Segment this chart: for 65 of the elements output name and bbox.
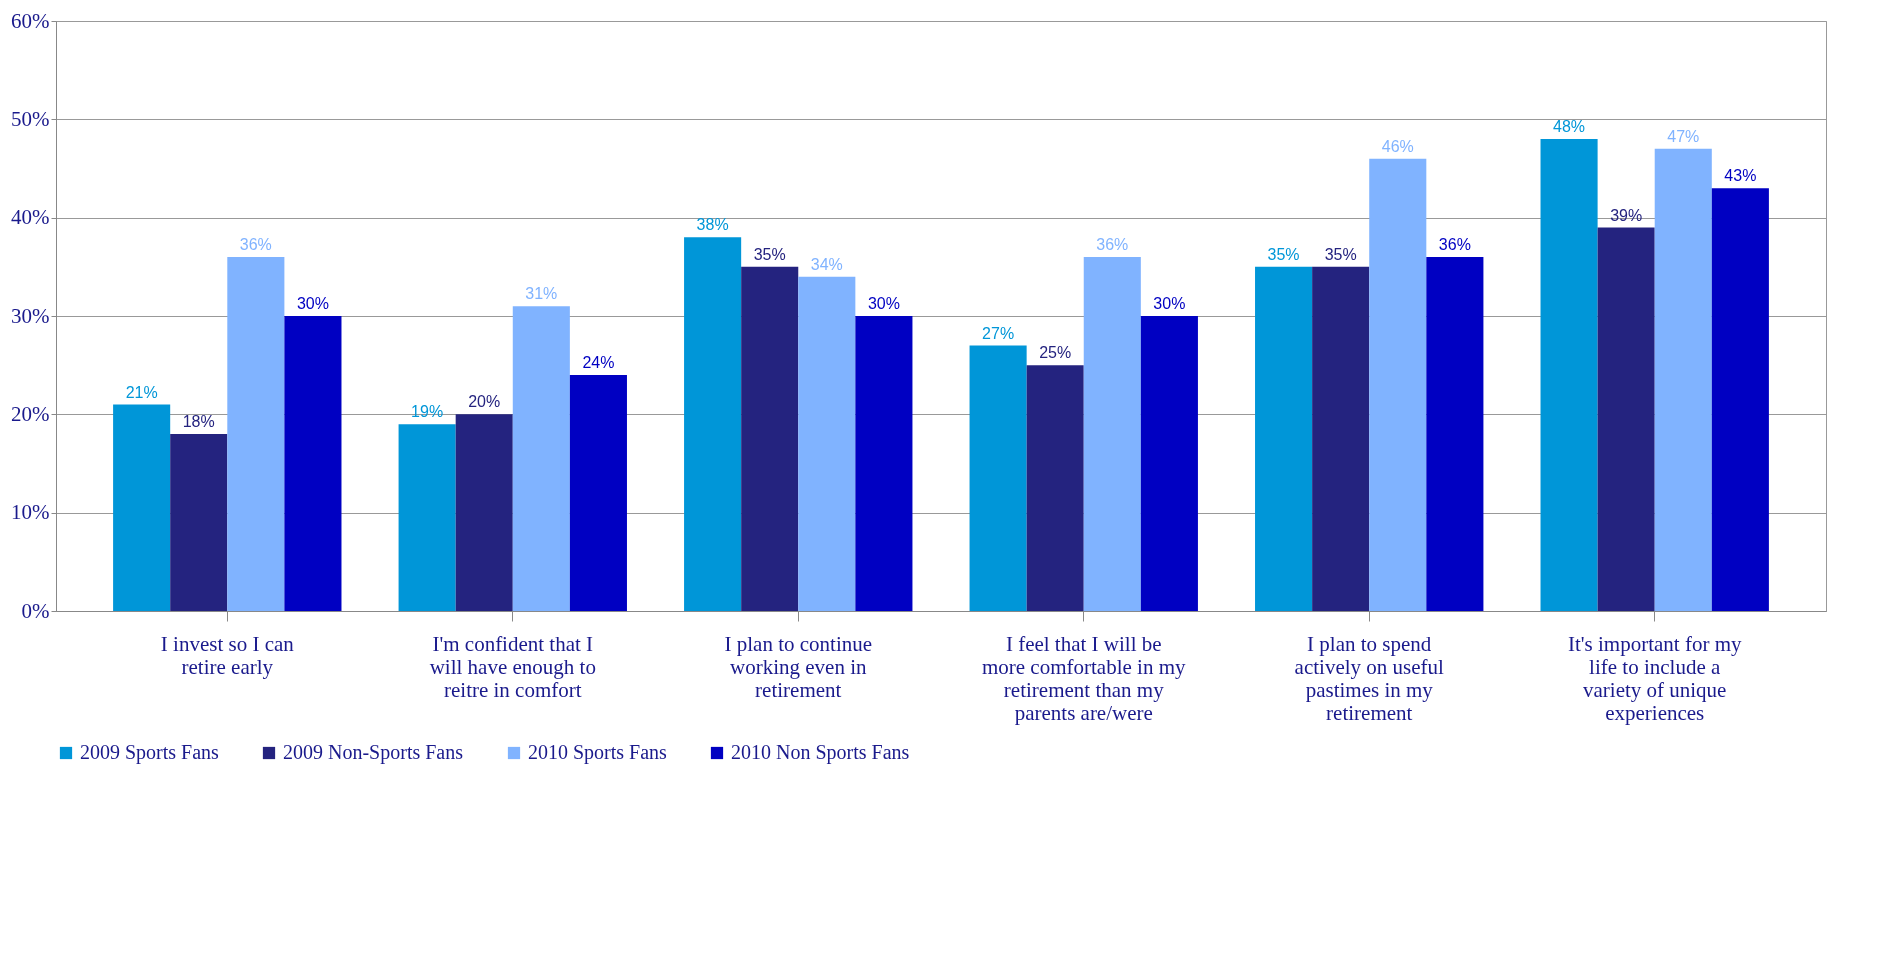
bar [1711,188,1769,611]
x-tick-label: I invest so I can retire early [160,631,295,679]
data-label: 27% [982,324,1015,342]
bar [398,424,456,611]
data-label: 36% [239,236,272,253]
legend-label: 2010 Sports Fans [528,741,668,764]
data-label: 46% [1381,137,1414,155]
x-tick-label: I'm confident that I will have enough to reitre in comfort [429,631,596,702]
data-label: 35% [1267,245,1300,263]
y-tick-label: 40% [11,205,50,230]
x-tick-label: I plan to continue working even in retirement [724,631,873,702]
bar [1597,227,1655,611]
x-tick-label: I plan to spend actively on useful pastimes in my retirement [1294,631,1445,725]
bar [1369,158,1427,611]
bar [741,266,799,611]
legend-label: 2010 Non Sports Fans [731,741,910,764]
data-label: 24% [582,354,615,371]
y-tick-label: 30% [11,303,50,328]
x-tick-label: I feel that I will be more comfortable in my retirement than my parents are/were [981,631,1186,725]
data-label: 39% [1610,206,1643,224]
bar [455,414,513,611]
legend-label: 2009 Sports Fans [80,741,220,764]
data-label: 36% [1096,236,1129,253]
data-label: 25% [1039,344,1072,362]
bar [569,375,627,611]
bar [1026,365,1084,611]
bar [284,316,342,611]
bar [1654,148,1712,611]
x-tick-label: It's important for my life to include a variety of unique experiences [1567,631,1742,725]
legend-label: 2009 Non-Sports Fans [283,741,464,764]
bar [798,276,856,611]
bar [1083,257,1141,611]
data-label: 18% [182,413,215,430]
data-label: 34% [810,255,843,273]
bar [227,257,285,611]
data-label: 35% [753,245,786,263]
bar [855,316,913,611]
data-label: 35% [1324,245,1357,263]
data-label: 47% [1667,127,1700,145]
bar [170,434,228,611]
y-tick-label: 20% [11,401,50,426]
y-tick-label: 60% [11,8,50,33]
data-label: 48% [1553,118,1586,135]
y-tick-label: 10% [11,500,50,525]
bar [1255,266,1313,611]
data-label: 43% [1724,167,1757,185]
bar [684,237,742,611]
data-label: 19% [411,403,444,421]
data-label: 30% [296,295,329,312]
bar [1540,139,1598,611]
data-label: 36% [1438,236,1471,253]
bar [969,345,1027,611]
data-label: 30% [867,295,900,312]
y-tick-label: 50% [11,106,50,131]
bar [113,404,171,611]
bar [1140,316,1198,611]
bar [1312,266,1370,611]
bar [1426,257,1484,611]
y-tick-label: 0% [21,598,50,623]
bar [512,306,570,611]
data-label: 38% [696,216,729,234]
data-label: 30% [1153,295,1186,312]
data-label: 21% [125,383,158,401]
data-label: 31% [525,285,558,303]
data-label: 20% [468,393,501,411]
